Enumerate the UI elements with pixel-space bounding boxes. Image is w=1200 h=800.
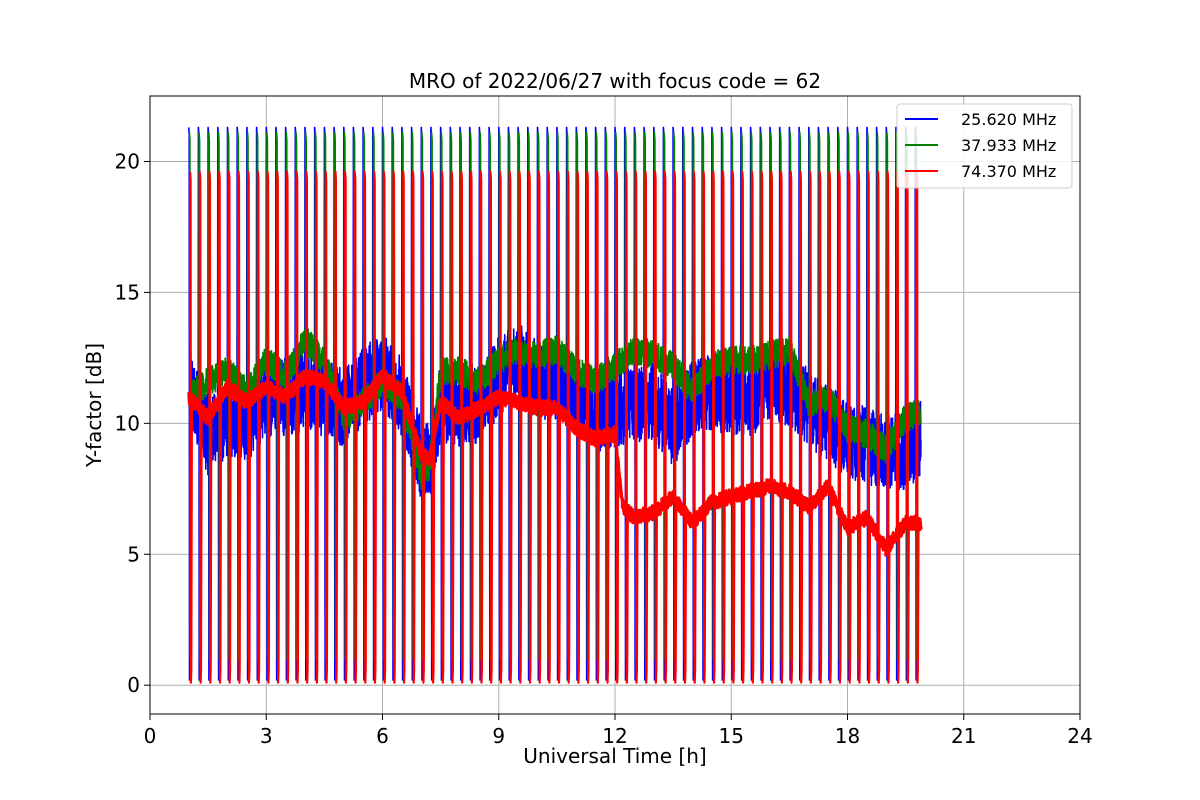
x-tick-label: 12 [602, 724, 627, 748]
chart-title: MRO of 2022/06/27 with focus code = 62 [409, 69, 821, 93]
x-tick-label: 9 [492, 724, 505, 748]
x-tick-label: 18 [835, 724, 860, 748]
x-axis-label: Universal Time [h] [523, 744, 706, 768]
axis-ticks: 0 3 6 9 12 15 18 21 24 0 5 10 15 20 [115, 149, 1093, 748]
x-tick-label: 6 [376, 724, 389, 748]
series-line [188, 131, 922, 660]
legend-label: 37.933 MHz [961, 136, 1056, 155]
x-tick-label: 21 [951, 724, 976, 748]
series-37-933-mhz [188, 131, 922, 660]
x-tick-label: 15 [719, 724, 744, 748]
x-tick-label: 3 [260, 724, 273, 748]
y-axis-label: Y-factor [dB] [82, 343, 106, 468]
y-tick-label: 0 [127, 673, 140, 697]
y-tick-label: 5 [127, 542, 140, 566]
x-tick-label: 24 [1067, 724, 1092, 748]
legend: 25.620 MHz 37.933 MHz 74.370 MHz [896, 103, 1073, 189]
y-tick-label: 20 [115, 149, 140, 173]
legend-label: 74.370 MHz [961, 162, 1056, 181]
series-layer [187, 126, 923, 684]
legend-box [896, 103, 1073, 189]
y-tick-label: 10 [115, 411, 140, 435]
legend-label: 25.620 MHz [961, 110, 1056, 129]
y-tick-label: 15 [115, 280, 140, 304]
series-trend-line [187, 369, 923, 556]
x-tick-label: 0 [144, 724, 157, 748]
